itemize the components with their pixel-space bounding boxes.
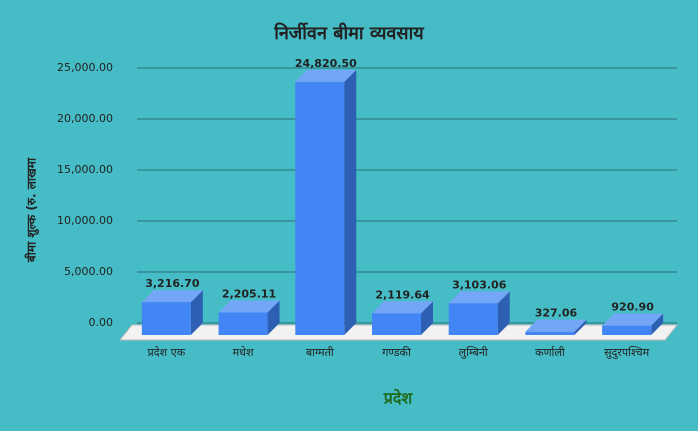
y-tick-label: 20,000.00 <box>57 112 113 125</box>
bar <box>602 325 652 335</box>
y-tick-label: 0.00 <box>89 316 114 329</box>
bar-side <box>497 291 510 335</box>
x-tick-label: गण्डकी <box>382 346 411 359</box>
value-label: 327.06 <box>535 307 578 320</box>
bar-top <box>602 313 664 326</box>
bar <box>141 302 191 335</box>
value-label: 3,216.70 <box>145 277 200 290</box>
x-tick-label: सुदुरपश्चिम <box>604 346 650 360</box>
y-tick-label: 25,000.00 <box>57 61 113 74</box>
bar-top <box>218 300 280 313</box>
x-tick-label: मधेश <box>233 346 254 359</box>
bar <box>448 303 498 335</box>
x-tick-label: कर्णाली <box>535 346 565 359</box>
value-label: 3,103.06 <box>452 278 507 291</box>
bar <box>525 331 575 335</box>
bar-side <box>344 69 357 335</box>
x-tick-label: बाग्मती <box>306 346 334 359</box>
bar-top <box>372 301 433 314</box>
bar-top <box>525 319 587 332</box>
x-tick-label: प्रदेश एक <box>148 346 186 359</box>
bar <box>218 312 268 335</box>
bar-side <box>651 313 664 335</box>
value-label: 24,820.50 <box>295 57 357 70</box>
bar-side <box>190 290 203 335</box>
bar <box>372 313 421 335</box>
bar-top <box>141 290 203 303</box>
x-tick-label: लुम्बिनी <box>459 346 488 359</box>
bar-top <box>295 69 357 82</box>
y-tick-label: 15,000.00 <box>57 163 113 176</box>
value-label: 2,205.11 <box>222 288 276 301</box>
value-label: 920.90 <box>611 301 654 314</box>
bar-side <box>574 319 587 335</box>
y-axis-label: बीमा शुल्क (रु. लाखमा <box>25 157 40 263</box>
y-tick-label: 5,000.00 <box>64 265 113 278</box>
y-tick-label: 10,000.00 <box>57 214 113 227</box>
x-axis-label: प्रदेश <box>383 389 414 408</box>
bar <box>295 81 345 335</box>
chart-title: निर्जीवन बीमा व्यवसाय <box>273 22 425 44</box>
bar-side <box>421 301 433 335</box>
bar-side <box>267 300 280 335</box>
value-label: 2,119.64 <box>375 288 430 301</box>
bar-top <box>448 291 510 304</box>
